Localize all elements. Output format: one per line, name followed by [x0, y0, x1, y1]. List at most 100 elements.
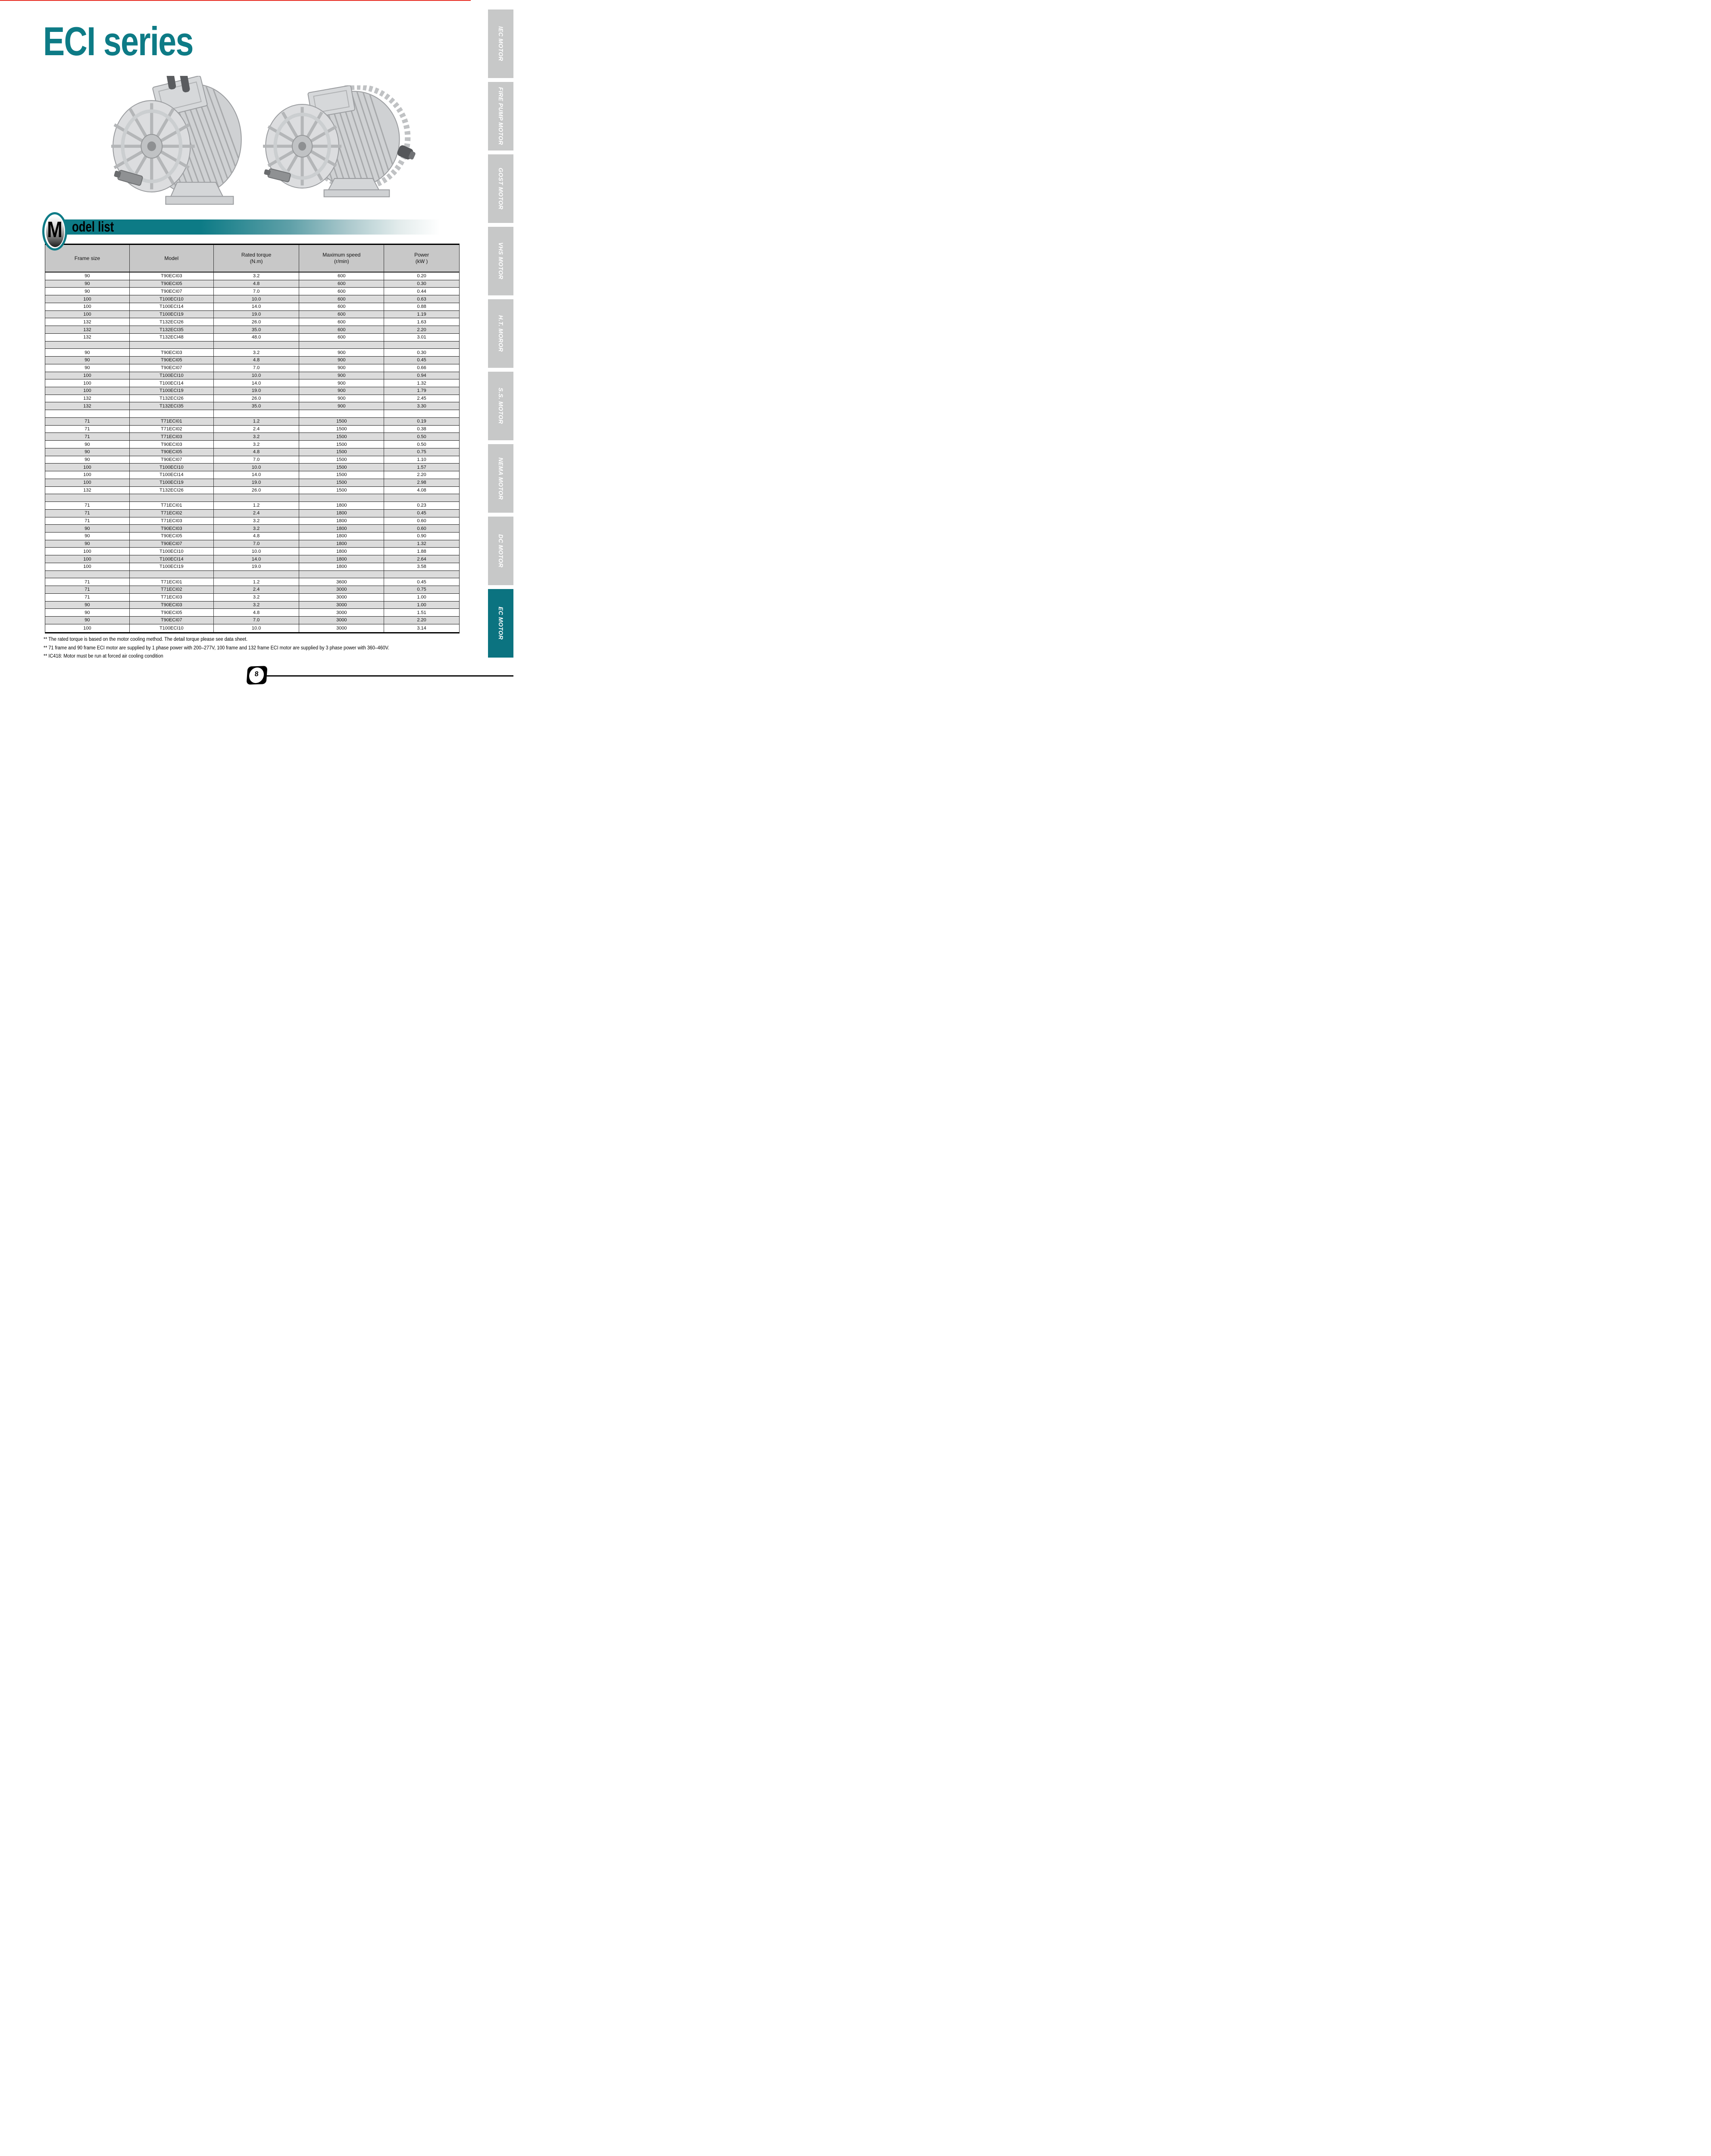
cell-max-speed: 1500	[299, 417, 385, 425]
cell-max-speed: 3000	[299, 617, 385, 624]
cell-rated-torque: 26.0	[214, 318, 300, 326]
sidebar-tab-label: FIRE PUMP MOTOR	[497, 87, 504, 145]
table-row: 90 T90ECI03 3.2 1800 0.60	[45, 525, 459, 533]
cell-model: T71ECI02	[130, 425, 214, 433]
table-row: 100 T100ECI14 14.0 600 0.88	[45, 303, 459, 311]
sidebar-tab[interactable]: S.S. MOTOR	[488, 372, 513, 440]
cell-max-speed: 1500	[299, 479, 385, 486]
cell-model: T90ECI03	[130, 349, 214, 357]
cell-frame-size: 100	[45, 479, 130, 486]
cell-power: 2.20	[417, 327, 426, 332]
sidebar-tab[interactable]: DC MOTOR	[488, 517, 513, 585]
cell-power: 0.45	[417, 357, 426, 363]
table-row	[45, 341, 459, 349]
cell-max-speed: 600	[299, 333, 385, 341]
cell-rated-torque: 3.2	[214, 601, 300, 609]
table-row: 90 T90ECI07 7.0 1800 1.32	[45, 540, 459, 548]
cell-frame-size: 100	[45, 303, 130, 310]
cell-max-speed: 600	[299, 318, 385, 326]
cell-rated-torque: 2.4	[214, 586, 300, 593]
cell-frame-size: 71	[45, 502, 130, 509]
cell-rated-torque: 3.2	[214, 433, 300, 441]
table-row: 100 T100ECI19 19.0 1500 2.98	[45, 479, 459, 487]
cell-max-speed: 1800	[299, 525, 385, 532]
sidebar-tab-label: S.S. MOTOR	[497, 388, 504, 424]
bottom-rule	[266, 675, 513, 677]
cell-frame-size: 100	[45, 548, 130, 555]
motor-front-disc	[111, 100, 195, 193]
table-row	[45, 570, 459, 579]
cell-frame-size: 71	[45, 578, 130, 586]
model-table: Frame size Model Rated torque (N.m) Maxi…	[45, 244, 460, 633]
cell-max-speed: 900	[299, 379, 385, 387]
cell-power: 0.50	[417, 442, 426, 447]
table-row: 100 T100ECI14 14.0 1800 2.64	[45, 555, 459, 563]
cell-power: 3.58	[417, 564, 426, 570]
column-header-line2: (r/min)	[334, 258, 349, 264]
sidebar-tab[interactable]: GOST MOTOR	[488, 154, 513, 223]
page-title: ECI series	[43, 19, 194, 64]
sidebar-tab[interactable]: H.T. MOROR	[488, 299, 513, 368]
cell-max-speed: 600	[299, 310, 385, 318]
sidebar-tab-label: NEMA MOTOR	[497, 457, 504, 500]
column-header-line1: Rated torque	[241, 252, 272, 258]
model-list-initial: M	[47, 217, 63, 242]
cell-frame-size: 100	[45, 372, 130, 379]
cell-rated-torque	[214, 570, 300, 578]
cell-model: T100ECI10	[130, 548, 214, 555]
cell-rated-torque: 3.2	[214, 517, 300, 525]
cell-rated-torque: 4.8	[214, 357, 300, 364]
cell-power: 0.44	[417, 288, 426, 294]
cell-max-speed: 1500	[299, 425, 385, 433]
sidebar-tab-label: GOST MOTOR	[497, 167, 504, 210]
cell-model: T132ECI26	[130, 486, 214, 494]
motor-illustration-right	[263, 85, 416, 197]
table-row: 90 T90ECI05 4.8 1500 0.75	[45, 448, 459, 456]
sidebar-tab-label: VHS MOTOR	[497, 242, 504, 280]
cell-max-speed: 600	[299, 280, 385, 288]
cell-max-speed: 900	[299, 357, 385, 364]
cell-power: 0.23	[417, 503, 426, 508]
model-list-banner: odel list	[55, 219, 460, 235]
footnote-line: ** IC418: Motor must be run at forced ai…	[44, 654, 163, 659]
cell-power: 1.79	[417, 388, 426, 394]
cell-max-speed: 1800	[299, 509, 385, 517]
sidebar-tab[interactable]: VHS MOTOR	[488, 227, 513, 295]
cell-model: T90ECI03	[130, 525, 214, 532]
cell-power: 2.98	[417, 480, 426, 486]
sidebar-tab[interactable]: FIRE PUMP MOTOR	[488, 82, 513, 150]
cell-frame-size: 132	[45, 486, 130, 494]
cell-model: T100ECI19	[130, 563, 214, 570]
cell-model: T71ECI03	[130, 593, 214, 601]
table-row	[45, 410, 459, 418]
sidebar-tab[interactable]: NEMA MOTOR	[488, 444, 513, 513]
cell-max-speed: 1800	[299, 532, 385, 540]
cell-frame-size: 100	[45, 387, 130, 395]
cell-power: 0.60	[417, 526, 426, 531]
cell-power: 1.57	[417, 464, 426, 470]
cell-frame-size: 100	[45, 555, 130, 563]
cell-rated-torque: 1.2	[214, 502, 300, 509]
cell-rated-torque: 14.0	[214, 471, 300, 479]
cell-rated-torque: 14.0	[214, 555, 300, 563]
table-row: 100 T100ECI10 10.0 1500 1.57	[45, 464, 459, 472]
column-header-line1: Maximum speed	[322, 252, 361, 258]
cell-max-speed: 3000	[299, 609, 385, 617]
sidebar-tab[interactable]: IEC MOTOR	[488, 9, 513, 78]
cell-max-speed: 900	[299, 387, 385, 395]
sidebar-tab-label: H.T. MOROR	[497, 315, 504, 352]
sidebar-tab[interactable]: EC MOTOR	[488, 589, 513, 658]
cell-rated-torque: 3.2	[214, 441, 300, 448]
top-red-rule	[0, 0, 471, 1]
cell-frame-size: 71	[45, 509, 130, 517]
sidebar-tab-label: IEC MOTOR	[497, 26, 504, 61]
footnote-line: ** The rated torque is based on the moto…	[44, 637, 248, 642]
cell-max-speed: 1500	[299, 464, 385, 471]
table-row: 71 T71ECI03 3.2 3000 1.00	[45, 593, 459, 602]
model-list-badge: M	[42, 212, 67, 251]
cell-model: T90ECI07	[130, 617, 214, 624]
cell-model: T100ECI10	[130, 464, 214, 471]
cell-power: 0.20	[417, 273, 426, 279]
cell-power: 0.94	[417, 373, 426, 378]
cell-model: T71ECI02	[130, 586, 214, 593]
